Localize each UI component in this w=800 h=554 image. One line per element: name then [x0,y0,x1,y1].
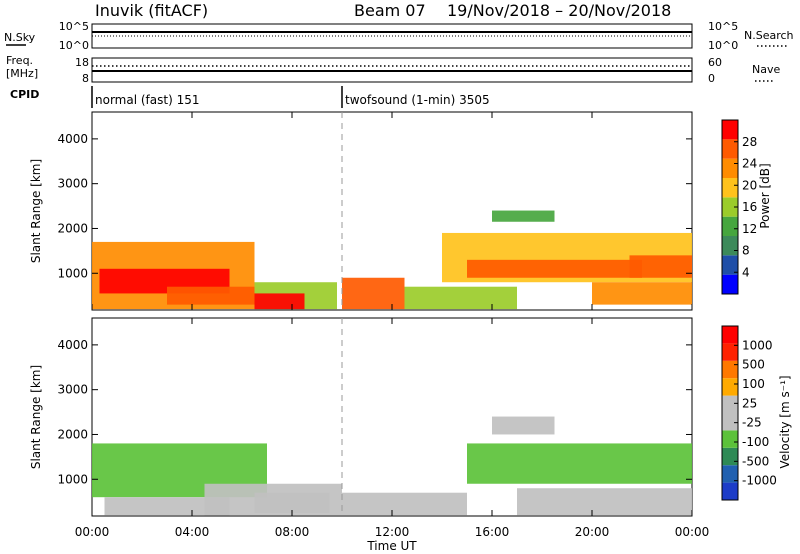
freq-label-line2: [MHz] [6,67,38,80]
power-region [492,210,555,222]
colorbar-swatch [722,178,738,198]
freq-label-line1: Freq. [6,54,33,67]
power-data-regions [92,210,692,310]
colorbar-tick-label: 100 [742,377,765,391]
colorbar-tick-label: 8 [742,244,750,258]
power-region [629,255,692,278]
velocity-panel: 1000 2000 3000 4000 Slant Range [km] 1000 50… [29,317,792,517]
colorbar-swatch [722,158,738,178]
power-region [342,277,405,310]
colorbar-swatch [722,430,738,448]
station-title: Inuvik (fitACF) [95,1,208,20]
colorbar-swatch [722,236,738,256]
y-tick-label: 4000 [57,132,88,146]
cpid-segments: normal (fast) 151 twofsound (1-min) 3505 [91,86,490,108]
colorbar-swatch [722,216,738,236]
y-tick-label: 3000 [57,383,88,397]
x-tick-label: 08:00 [275,525,310,539]
colorbar-tick-label: 25 [742,396,757,410]
y-tick-label: 1000 [57,266,88,280]
y-tick-label: 2000 [57,221,88,235]
beam-label: Beam 07 [354,1,426,20]
freq-tick-bottom: 8 [82,72,89,85]
colorbar-frame [721,325,739,501]
colorbar-tick-label: 4 [742,265,750,279]
colorbar-swatch [722,139,738,159]
colorbar-swatch [722,255,738,275]
colorbar-swatch [722,197,738,217]
y-tick-label: 4000 [57,338,88,352]
velocity-region [492,416,555,435]
power-region [467,259,642,278]
cpid-segment-label: normal (fast) 151 [95,93,199,107]
x-tick-label: 00:00 [75,525,110,539]
power-y-axis-label: Slant Range [km] [29,159,43,263]
power-region [404,286,517,310]
velocity-colorbar-label: Velocity [m s⁻¹] [778,375,792,468]
cpid-label: CPID [10,88,39,101]
velocity-region [104,497,230,516]
nave-tick-top: 60 [708,56,722,69]
colorbar-swatch [722,326,738,344]
x-tick-label: 12:00 [375,525,410,539]
date-range: 19/Nov/2018 – 20/Nov/2018 [447,1,671,20]
x-tick-label: 00:00 [675,525,710,539]
colorbar-tick-label: 1000 [742,338,773,352]
power-colorbar: 28 24 20 16 12 8 4 [721,119,757,295]
colorbar-tick-label: 12 [742,222,757,236]
x-tick-label: 04:00 [175,525,210,539]
power-colorbar-label: Power [dB] [758,163,772,228]
colorbar-swatch [722,395,738,413]
nsky-tick-bottom: 10^0 [59,39,89,52]
velocity-y-axis-label: Slant Range [km] [29,365,43,469]
y-tick-label: 3000 [57,177,88,191]
x-tick-label: 16:00 [475,525,510,539]
colorbar-swatch [722,378,738,396]
velocity-colorbar: 1000 500 100 25 -25 -100 -500 -1000 [721,325,777,501]
power-region [592,282,692,305]
colorbar-tick-label: 28 [742,135,757,149]
velocity-region [517,488,692,516]
nsky-label: N.Sky [4,31,36,44]
velocity-region [467,443,692,484]
y-tick-label: 2000 [57,427,88,441]
velocity-y-ticks: 1000 2000 3000 4000 [57,338,692,486]
power-region [167,286,255,305]
colorbar-tick-label: -500 [742,454,769,468]
colorbar-tick-label: -100 [742,435,769,449]
nave-tick-bottom: 0 [708,72,715,85]
power-y-ticks: 1000 2000 3000 4000 [57,132,692,280]
freq-tick-top: 18 [75,56,89,69]
colorbar-swatch [722,274,738,294]
nave-label: Nave [752,63,780,76]
x-axis-ticks: 00:00 04:00 08:00 12:00 16:00 20:00 00:00 [75,112,710,539]
colorbar-swatch [722,360,738,379]
nsky-right-tick-bottom: 10^0 [708,39,738,52]
nsearch-label: N.Search [744,29,794,42]
x-tick-label: 20:00 [575,525,610,539]
nsky-right-tick-top: 10^5 [708,20,738,33]
colorbar-swatch [722,465,738,483]
colorbar-tick-label: 24 [742,157,757,171]
colorbar-swatch [722,343,738,361]
y-tick-label: 1000 [57,472,88,486]
velocity-region [342,492,467,516]
colorbar-swatch [722,447,738,466]
power-panel: 1000 2000 3000 4000 Slant Range [km] 28 24 20… [29,111,772,311]
colorbar-swatch [722,482,738,500]
velocity-region [254,492,330,513]
colorbar-tick-label: -1000 [742,474,777,488]
cpid-segment-label: twofsound (1-min) 3505 [345,93,490,107]
x-axis-label: Time UT [366,539,417,553]
nsky-tick-top: 10^5 [59,20,89,33]
power-region [254,293,305,310]
colorbar-tick-label: 500 [742,358,765,372]
colorbar-tick-label: -25 [742,416,762,430]
velocity-data-regions [92,416,692,516]
colorbar-swatch [722,120,738,140]
colorbar-tick-label: 20 [742,178,757,192]
colorbar-tick-label: 16 [742,200,757,214]
colorbar-swatch [722,413,738,431]
